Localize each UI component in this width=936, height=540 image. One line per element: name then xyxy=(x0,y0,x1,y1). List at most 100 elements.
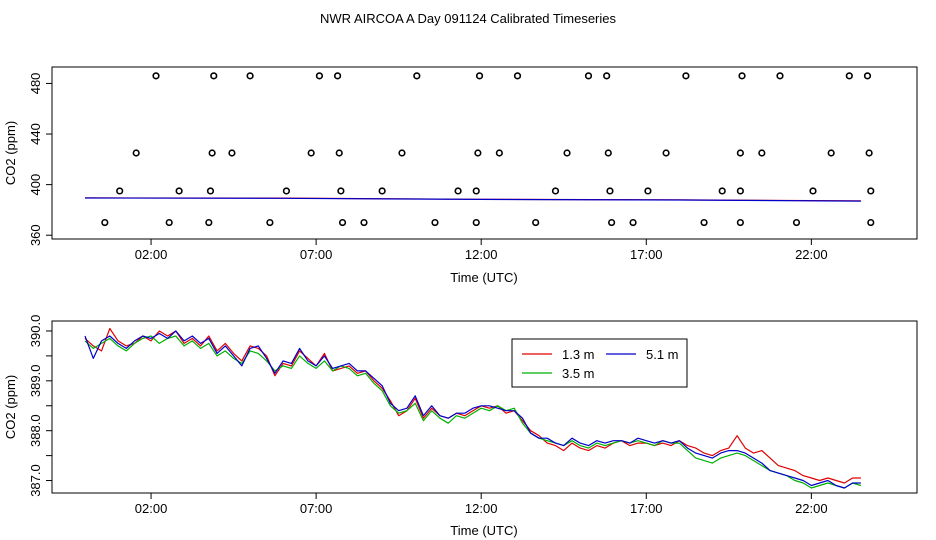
top-data-point xyxy=(629,218,637,227)
top-x-axis-label: Time (UTC) xyxy=(450,270,517,285)
bottom-x-axis-label: Time (UTC) xyxy=(450,523,517,538)
top-data-point xyxy=(398,149,406,157)
top-data-point xyxy=(165,218,173,227)
top-data-point xyxy=(228,149,236,157)
top-data-point xyxy=(662,149,670,157)
top-data-point xyxy=(495,149,503,157)
top-data-point xyxy=(551,187,560,195)
legend-label-5-1m: 5.1 m xyxy=(646,347,679,362)
bottom-x-tick-label: 22:00 xyxy=(795,501,828,516)
top-data-point xyxy=(175,187,183,195)
top-data-point xyxy=(101,218,109,227)
bottom-series-line-blue xyxy=(84,330,861,489)
top-data-point xyxy=(474,149,482,157)
top-data-point xyxy=(266,218,274,227)
top-data-point xyxy=(513,72,522,80)
top-data-point xyxy=(431,218,439,227)
top-series-line-blue xyxy=(84,197,861,202)
top-y-axis: 360 400 440 480 xyxy=(28,73,52,246)
top-panel: 02:00 07:00 12:00 17:00 22:00 360 400 440 480 T… xyxy=(3,66,918,285)
top-data-point xyxy=(378,187,386,195)
top-data-point xyxy=(472,187,480,195)
bottom-series-line-red xyxy=(84,327,861,484)
top-data-point xyxy=(337,187,345,195)
top-plot-frame xyxy=(51,66,918,240)
top-x-tick-label: 22:00 xyxy=(795,247,828,262)
bottom-series-lines xyxy=(84,327,862,489)
legend-box xyxy=(511,338,688,388)
top-data-point xyxy=(475,72,484,80)
bottom-x-tick-label: 02:00 xyxy=(135,501,168,516)
top-data-point xyxy=(606,187,614,195)
top-data-point xyxy=(206,187,215,195)
top-data-point xyxy=(563,149,571,157)
top-y-tick-label: 480 xyxy=(28,73,43,95)
figure-title: NWR AIRCOA A Day 091124 Calibrated Times… xyxy=(320,11,616,26)
top-scatter-points xyxy=(101,72,875,227)
top-data-point xyxy=(863,72,872,80)
top-data-point xyxy=(867,187,875,195)
top-data-point xyxy=(758,149,766,157)
top-data-point xyxy=(454,187,462,195)
top-data-point xyxy=(682,72,690,80)
bottom-y-axis: 387.0 388.0 389.0 390.0 xyxy=(28,315,52,497)
top-data-point xyxy=(608,218,616,227)
bottom-y-tick-label: 387.0 xyxy=(28,464,43,497)
top-x-axis: 02:00 07:00 12:00 17:00 22:00 xyxy=(135,239,828,262)
top-data-point xyxy=(152,72,160,80)
top-data-point xyxy=(205,218,213,227)
top-data-point xyxy=(307,149,315,157)
top-data-point xyxy=(335,149,343,157)
bottom-y-axis-label: CO2 (ppm) xyxy=(3,375,18,439)
top-data-point xyxy=(338,218,347,227)
bottom-x-tick-label: 12:00 xyxy=(465,501,498,516)
top-data-point xyxy=(738,72,746,80)
top-data-point xyxy=(532,218,540,227)
top-data-point xyxy=(132,149,140,157)
top-data-point xyxy=(827,149,835,157)
top-data-point xyxy=(867,218,875,227)
top-x-tick-label: 12:00 xyxy=(465,247,498,262)
top-data-point xyxy=(736,218,744,227)
top-data-point xyxy=(116,187,124,195)
bottom-x-axis: 02:00 07:00 12:00 17:00 22:00 xyxy=(135,493,828,516)
top-data-point xyxy=(413,72,421,80)
top-data-point xyxy=(360,218,368,227)
top-data-point xyxy=(792,218,801,227)
top-data-point xyxy=(246,72,254,80)
top-data-point xyxy=(865,149,873,157)
bottom-series-line-green xyxy=(84,335,862,489)
top-data-point xyxy=(776,72,784,80)
top-x-tick-label: 02:00 xyxy=(135,247,168,262)
legend: 1.3 m 5.1 m 3.5 m xyxy=(511,338,688,388)
top-data-point xyxy=(208,149,216,157)
bottom-panel: 02:00 07:00 12:00 17:00 22:00 387.0 388.0 389.… xyxy=(3,315,918,538)
top-data-point xyxy=(718,187,726,195)
top-y-tick-label: 360 xyxy=(28,224,43,246)
top-data-point xyxy=(584,72,593,80)
top-data-point xyxy=(644,187,652,195)
top-data-point xyxy=(315,72,324,80)
bottom-x-tick-label: 17:00 xyxy=(630,501,663,516)
top-data-point xyxy=(472,218,480,227)
top-data-point xyxy=(809,187,817,195)
top-data-point xyxy=(736,187,744,195)
top-y-tick-label: 440 xyxy=(28,123,43,145)
top-data-point xyxy=(736,149,744,157)
bottom-y-tick-label: 388.0 xyxy=(28,414,43,447)
top-data-point xyxy=(282,187,291,195)
top-data-point xyxy=(700,218,708,227)
top-x-tick-label: 17:00 xyxy=(630,247,663,262)
top-data-point xyxy=(333,72,342,80)
top-data-point xyxy=(845,72,853,80)
top-series-lines xyxy=(84,197,861,202)
bottom-y-tick-label: 390.0 xyxy=(28,315,43,348)
top-data-point xyxy=(210,72,218,80)
top-y-axis-label: CO2 (ppm) xyxy=(3,121,18,185)
top-y-tick-label: 400 xyxy=(28,174,43,196)
bottom-plot-frame xyxy=(51,320,918,494)
top-x-tick-label: 07:00 xyxy=(300,247,333,262)
legend-label-1-3m: 1.3 m xyxy=(562,347,595,362)
legend-label-3-5m: 3.5 m xyxy=(562,366,595,381)
